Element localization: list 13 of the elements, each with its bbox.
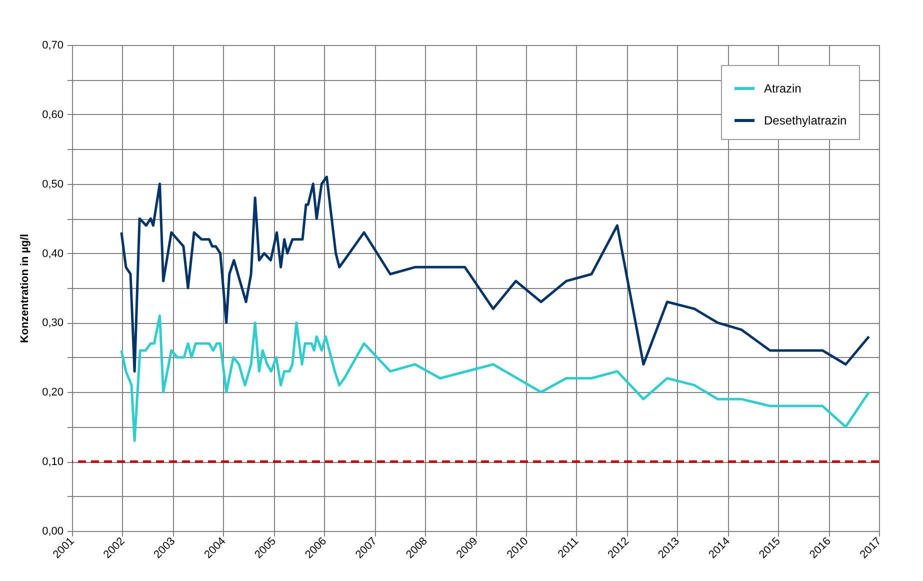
y-tick-label: 0,50 xyxy=(42,178,64,190)
y-tick-label: 0,10 xyxy=(42,456,64,468)
legend-label: Atrazin xyxy=(764,82,802,96)
y-tick-label: 0,30 xyxy=(42,317,64,330)
y-tick-label: 0,70 xyxy=(42,40,64,52)
y-tick-label: 0,60 xyxy=(42,108,64,121)
legend-label: Desethylatrazin xyxy=(764,114,847,128)
y-tick-label: 0,00 xyxy=(42,526,64,538)
line-series xyxy=(120,176,870,373)
line-series xyxy=(120,314,870,442)
y-tick-label: 0,40 xyxy=(42,248,64,260)
y-tick-label: 0,20 xyxy=(42,386,64,399)
y-axis-title: Konzentration in µg/l xyxy=(19,234,32,343)
